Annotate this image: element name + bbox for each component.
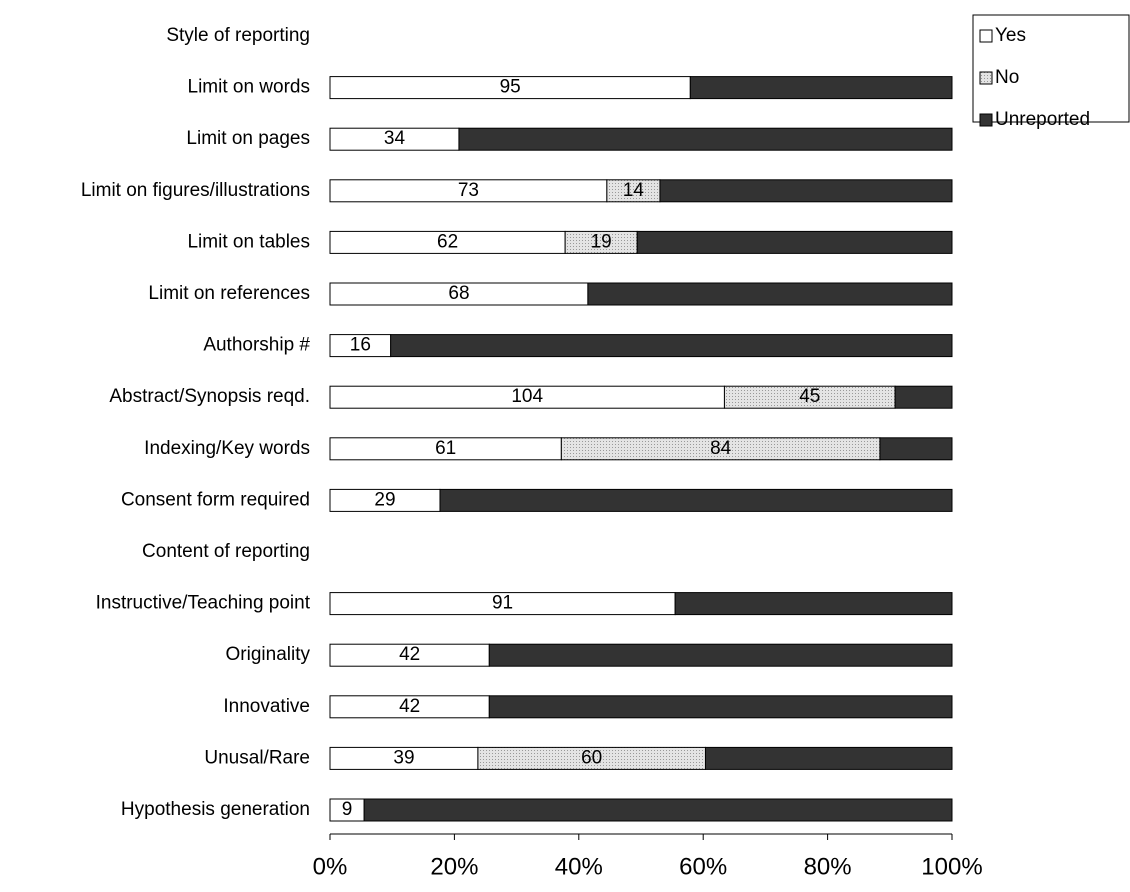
bar-segment <box>390 334 953 358</box>
y-tick-label: Authorship # <box>203 335 310 356</box>
x-tick-label: 100% <box>921 853 982 880</box>
x-tick-label: 60% <box>679 853 727 880</box>
bar-segment <box>879 437 953 461</box>
data-label: 9 <box>342 799 353 820</box>
legend-box <box>972 14 1130 123</box>
y-tick-label: Originality <box>226 644 311 665</box>
data-label: 34 <box>384 128 406 149</box>
data-label: 95 <box>500 77 521 98</box>
y-tick-label: Indexing/Key words <box>144 438 310 459</box>
legend-label: Unreported <box>995 109 1090 130</box>
y-tick-label: Innovative <box>223 696 310 717</box>
x-tick-label: 20% <box>430 853 478 880</box>
data-label: 19 <box>591 231 612 252</box>
y-tick-label: Style of reporting <box>166 25 310 46</box>
data-label: 16 <box>350 335 371 356</box>
x-tick-label: 0% <box>313 853 348 880</box>
bar-segment <box>488 695 953 719</box>
data-label: 84 <box>710 438 732 459</box>
y-tick-label: Abstract/Synopsis reqd. <box>109 386 310 407</box>
data-label: 42 <box>399 696 420 717</box>
y-tick-label: Limit on figures/illustrations <box>81 180 310 201</box>
bar-segment <box>894 385 953 409</box>
bar-segment <box>363 798 953 822</box>
bar-segment <box>704 746 953 770</box>
bar-segment <box>689 76 953 100</box>
bar-segment <box>659 179 953 203</box>
y-tick-label: Consent form required <box>121 489 310 510</box>
data-label: 91 <box>492 593 513 614</box>
legend-label: Yes <box>995 25 1026 46</box>
x-tick-label: 80% <box>804 853 852 880</box>
y-tick-label: Limit on references <box>148 283 310 304</box>
data-label: 45 <box>799 386 820 407</box>
bar-segment <box>458 127 953 151</box>
y-tick-label: Instructive/Teaching point <box>96 593 311 614</box>
data-label: 73 <box>458 180 479 201</box>
data-label: 61 <box>435 438 456 459</box>
y-tick-label: Content of reporting <box>142 541 310 562</box>
y-tick-label: Limit on pages <box>186 128 310 149</box>
bar-segment <box>587 282 953 306</box>
y-tick-label: Unusal/Rare <box>204 747 310 768</box>
bar-segment <box>674 592 953 616</box>
y-tick-label: Limit on tables <box>187 231 310 252</box>
legend-swatch <box>979 113 993 127</box>
y-tick-label: Limit on words <box>188 77 311 98</box>
data-label: 14 <box>623 180 645 201</box>
bar-segment <box>439 488 953 512</box>
data-label: 42 <box>399 644 420 665</box>
data-label: 62 <box>437 231 458 252</box>
data-label: 29 <box>374 489 395 510</box>
x-tick-label: 40% <box>555 853 603 880</box>
legend-swatch <box>979 71 993 85</box>
data-label: 104 <box>511 386 543 407</box>
y-tick-label: Hypothesis generation <box>121 799 310 820</box>
legend-label: No <box>995 67 1019 88</box>
bar-segment <box>488 643 953 667</box>
bar-segment <box>636 230 953 254</box>
data-label: 39 <box>393 747 414 768</box>
data-label: 60 <box>581 747 602 768</box>
legend-swatch <box>979 29 993 43</box>
data-label: 68 <box>448 283 469 304</box>
